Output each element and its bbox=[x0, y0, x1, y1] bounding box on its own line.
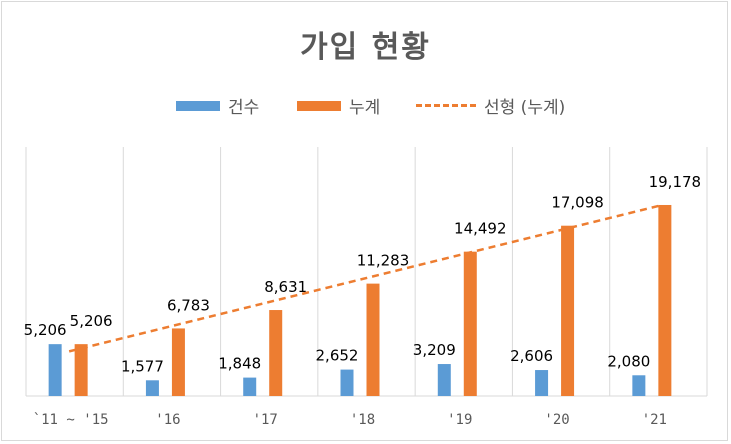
legend-item-count: 건수 bbox=[176, 93, 259, 118]
legend-item-cumulative: 누계 bbox=[297, 93, 380, 118]
legend-label-count: 건수 bbox=[228, 98, 260, 118]
bar-cumulative bbox=[561, 225, 575, 396]
bar-count bbox=[632, 375, 646, 396]
value-label-cumulative: 17,098 bbox=[551, 194, 604, 212]
value-label-cumulative: 14,492 bbox=[454, 220, 507, 238]
bar-cumulative bbox=[171, 328, 185, 396]
bar-cumulative bbox=[658, 204, 672, 396]
x-tick-label: '19 bbox=[447, 412, 472, 428]
value-label-count: 3,209 bbox=[413, 341, 456, 359]
bar-count bbox=[243, 377, 257, 396]
bar-count bbox=[48, 344, 62, 396]
bar-count bbox=[437, 364, 451, 396]
legend-label-cumulative: 누계 bbox=[349, 98, 381, 118]
value-label-cumulative: 8,631 bbox=[264, 278, 307, 296]
legend-swatch-cumulative bbox=[297, 100, 341, 111]
trendline bbox=[68, 204, 662, 353]
legend: 건수 누계 선형 (누계) bbox=[0, 93, 731, 118]
value-label-count: 2,606 bbox=[510, 347, 553, 365]
legend-swatch-count bbox=[176, 100, 220, 111]
x-tick-label: '18 bbox=[350, 412, 375, 428]
bar-cumulative bbox=[74, 344, 88, 396]
bar-cumulative bbox=[463, 251, 477, 396]
value-label-count: 1,848 bbox=[218, 355, 261, 373]
value-label-cumulative: 19,178 bbox=[649, 173, 702, 191]
bar-cumulative bbox=[269, 310, 283, 396]
bar-count bbox=[145, 380, 159, 396]
bar-count bbox=[340, 369, 354, 396]
value-label-count: 5,206 bbox=[24, 321, 67, 339]
value-label-count: 2,652 bbox=[316, 347, 359, 365]
bar-cumulative bbox=[366, 283, 380, 396]
value-label-cumulative: 11,283 bbox=[357, 252, 410, 270]
value-label-cumulative: 6,783 bbox=[167, 296, 210, 314]
x-tick-label: '16 bbox=[155, 412, 180, 428]
value-label-count: 2,080 bbox=[607, 352, 650, 370]
x-tick-label: '21 bbox=[642, 412, 667, 428]
legend-item-trendline: 선형 (누계) bbox=[416, 93, 565, 118]
legend-label-trendline: 선형 (누계) bbox=[484, 98, 566, 118]
value-label-count: 1,577 bbox=[121, 357, 164, 375]
x-tick-label: `11 ~ '15 bbox=[33, 412, 109, 428]
legend-swatch-trendline bbox=[416, 104, 476, 107]
bar-count bbox=[535, 370, 549, 396]
chart-title: 가입 현황 bbox=[300, 30, 431, 65]
value-label-cumulative: 5,206 bbox=[70, 312, 113, 330]
x-tick-label: '17 bbox=[253, 412, 278, 428]
x-tick-label: '20 bbox=[544, 412, 569, 428]
